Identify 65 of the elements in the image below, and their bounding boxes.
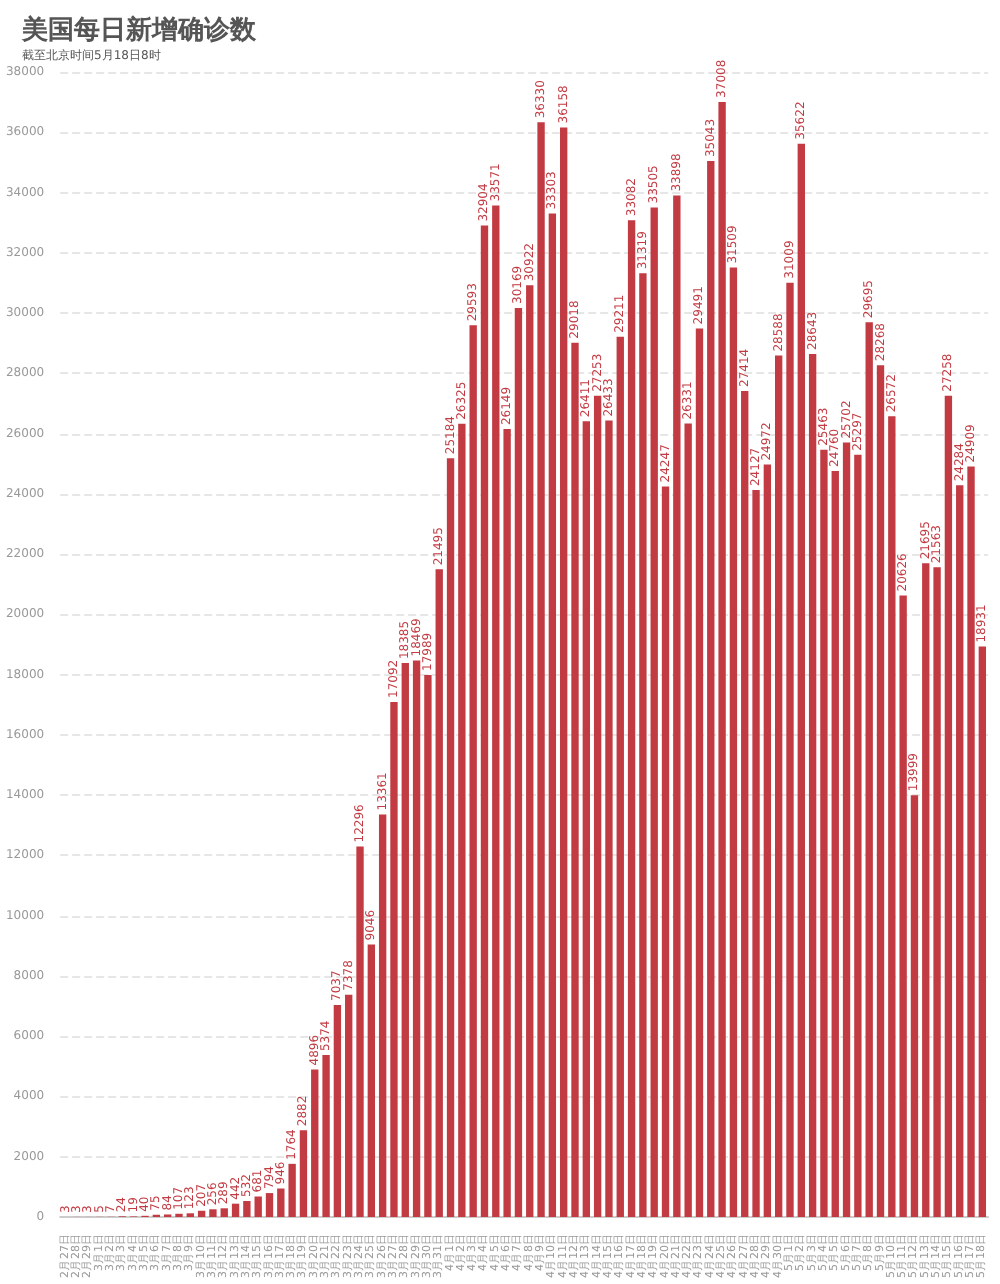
bar xyxy=(322,1055,330,1217)
bar xyxy=(944,395,953,1217)
bar xyxy=(910,795,919,1217)
bar xyxy=(639,273,647,1217)
bar xyxy=(729,267,738,1217)
bar xyxy=(707,161,715,1217)
bar xyxy=(571,342,579,1217)
bar xyxy=(752,490,760,1217)
bar xyxy=(537,122,545,1217)
bar xyxy=(627,220,636,1217)
bar xyxy=(605,420,613,1217)
bar xyxy=(209,1209,217,1217)
bar xyxy=(265,1193,274,1217)
bar xyxy=(741,390,749,1217)
bar xyxy=(548,213,557,1217)
bar xyxy=(311,1069,319,1217)
bar xyxy=(492,205,500,1217)
bar xyxy=(593,395,602,1217)
bar xyxy=(401,663,409,1217)
bar xyxy=(345,994,353,1217)
bar xyxy=(786,282,794,1217)
bar xyxy=(299,1130,308,1217)
bar xyxy=(390,701,398,1217)
bar xyxy=(763,464,772,1217)
bar xyxy=(254,1196,262,1217)
bar xyxy=(978,646,987,1217)
bar xyxy=(831,470,839,1217)
bar xyxy=(378,814,387,1217)
bar xyxy=(277,1188,285,1217)
bar xyxy=(933,567,941,1217)
bar xyxy=(412,660,421,1217)
bar xyxy=(842,442,851,1217)
bar xyxy=(661,486,670,1217)
chart-title: 美国每日新增确诊数 xyxy=(20,14,258,46)
bar xyxy=(718,101,726,1217)
bar xyxy=(333,1004,342,1217)
bar xyxy=(367,944,376,1217)
bar xyxy=(967,466,975,1217)
bar xyxy=(514,307,523,1217)
bar xyxy=(356,846,364,1217)
bar xyxy=(231,1203,240,1217)
bar xyxy=(820,449,828,1217)
bar xyxy=(854,454,862,1217)
bar xyxy=(446,458,455,1217)
bar xyxy=(775,355,783,1217)
bar xyxy=(560,127,568,1217)
bar xyxy=(865,322,873,1217)
bar xyxy=(808,353,817,1217)
bar xyxy=(956,485,964,1217)
bar xyxy=(424,674,432,1217)
bar xyxy=(435,569,443,1217)
bar xyxy=(243,1200,251,1217)
bar xyxy=(616,336,624,1217)
bar xyxy=(582,421,590,1217)
bar xyxy=(197,1210,206,1217)
bar xyxy=(480,225,489,1217)
bar xyxy=(797,143,805,1217)
bar xyxy=(526,285,534,1217)
bar xyxy=(220,1208,228,1217)
bar xyxy=(876,365,885,1217)
bar xyxy=(922,563,930,1217)
bar xyxy=(503,429,511,1217)
bar xyxy=(650,207,658,1217)
bar xyxy=(695,328,704,1217)
bar xyxy=(288,1163,296,1217)
